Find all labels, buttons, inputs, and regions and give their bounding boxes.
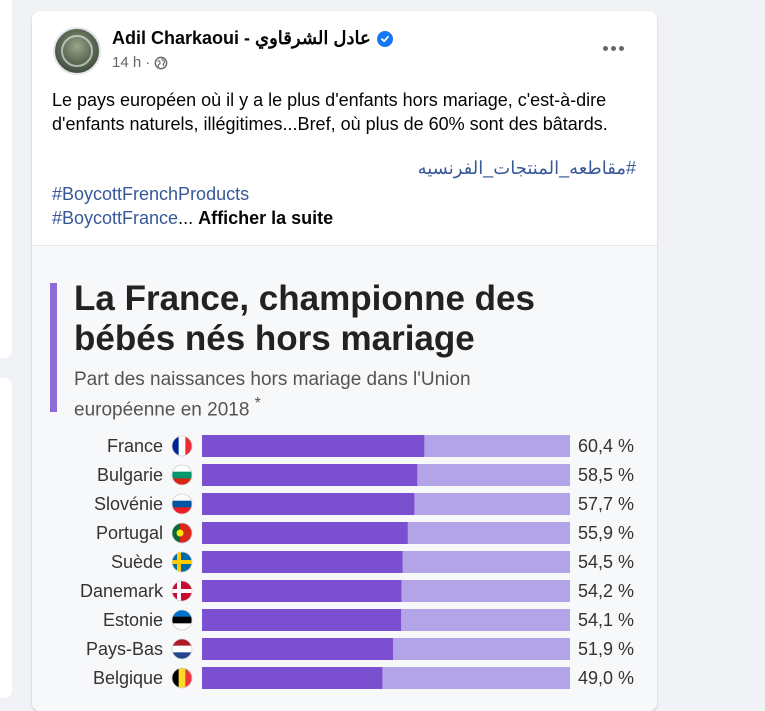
bar [202, 435, 425, 457]
value-label: 57,7 % [578, 494, 634, 514]
value-label: 49,0 % [578, 668, 634, 688]
author-name[interactable]: Adil Charkaoui - عادل الشرقاوي [112, 28, 371, 48]
author-line: Adil Charkaoui - عادل الشرقاوي [112, 28, 393, 49]
infographic-subtitle-text: Part des naissances hors mariage dans l'… [74, 369, 471, 421]
hashtag-boycott-french-products[interactable]: #BoycottFrenchProducts [52, 184, 250, 204]
footnote-mark: * [254, 395, 261, 412]
hashtag-block: #BoycottFrenchProducts #BoycottFrance...… [52, 182, 333, 230]
category-label: Portugal [96, 523, 163, 543]
flag-icon [171, 522, 193, 544]
flag-icon [171, 464, 193, 486]
post-meta: 14 h · [112, 54, 168, 71]
value-label: 54,1 % [578, 610, 634, 630]
verified-badge-icon [376, 30, 393, 47]
category-label: France [107, 436, 163, 456]
post-image[interactable]: La France, championne des bébés nés hors… [32, 245, 657, 711]
bar [202, 667, 383, 689]
post-text: Le pays européen où il y a le plus d'enf… [52, 90, 608, 134]
author-avatar[interactable] [53, 27, 101, 75]
title-accent-bar [50, 283, 57, 412]
see-more-link[interactable]: Afficher la suite [198, 208, 334, 228]
feed-post: Adil Charkaoui - عادل الشرقاوي 14 h · Le… [32, 11, 657, 711]
flag-icon [171, 435, 193, 457]
bar [202, 493, 415, 515]
infographic-subtitle: Part des naissances hors mariage dans l'… [74, 368, 574, 422]
category-label: Danemark [80, 581, 164, 601]
value-label: 58,5 % [578, 465, 634, 485]
bar [202, 464, 418, 486]
flag-icon [171, 609, 193, 631]
bar [202, 580, 402, 602]
category-label: Estonie [103, 610, 163, 630]
more-options-icon[interactable] [595, 36, 631, 60]
category-label: Belgique [93, 668, 163, 688]
flag-icon [171, 551, 193, 573]
bar [202, 609, 402, 631]
bar-chart: France 60,4 % Bulgarie 58,5 % Slovénie 57,7 %… [80, 435, 634, 689]
hashtag-arabic[interactable]: #مقاطعه_المنتجات_الفرنسيه [417, 158, 636, 178]
category-label: Pays-Bas [86, 639, 163, 659]
value-label: 54,5 % [578, 552, 634, 572]
left-column-card [0, 0, 12, 358]
ellipsis: ... [178, 208, 194, 228]
category-label: Bulgarie [97, 465, 163, 485]
flag-icon [171, 493, 193, 515]
meta-separator: · [145, 54, 151, 71]
bar [202, 638, 393, 660]
value-label: 51,9 % [578, 639, 634, 659]
flag-icon [171, 638, 193, 660]
bar [202, 522, 408, 544]
infographic-title: La France, championne des bébés nés hors… [74, 279, 535, 358]
post-timestamp[interactable]: 14 h [112, 54, 142, 71]
left-column-card [0, 378, 12, 698]
flag-icon [171, 667, 193, 689]
category-label: Suède [111, 552, 163, 572]
flag-icon [171, 580, 193, 602]
value-label: 55,9 % [578, 523, 634, 543]
value-label: 54,2 % [578, 581, 634, 601]
globe-icon [154, 56, 168, 69]
category-label: Slovénie [94, 494, 163, 514]
value-label: 60,4 % [578, 436, 634, 456]
hashtag-boycott-france[interactable]: #BoycottFrance [52, 208, 179, 228]
bar [202, 551, 403, 573]
